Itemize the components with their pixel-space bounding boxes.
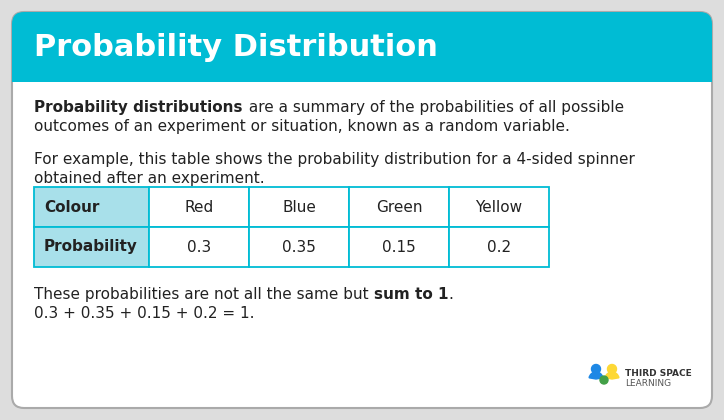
- FancyBboxPatch shape: [12, 12, 712, 82]
- Text: 0.15: 0.15: [382, 239, 416, 255]
- Text: These probabilities are not all the same but: These probabilities are not all the same…: [34, 287, 374, 302]
- Wedge shape: [605, 372, 619, 379]
- Text: outcomes of an experiment or situation, known as a random variable.: outcomes of an experiment or situation, …: [34, 119, 570, 134]
- Circle shape: [592, 365, 600, 373]
- Text: .: .: [448, 287, 453, 302]
- Text: LEARNING: LEARNING: [625, 378, 671, 388]
- Bar: [449, 227, 549, 267]
- Text: 0.3: 0.3: [187, 239, 211, 255]
- Bar: [149, 187, 249, 227]
- Text: Red: Red: [185, 200, 214, 215]
- Text: Blue: Blue: [282, 200, 316, 215]
- Wedge shape: [589, 372, 603, 379]
- Bar: [12, 69, 712, 82]
- Text: Probability Distribution: Probability Distribution: [34, 34, 438, 63]
- Text: Yellow: Yellow: [476, 200, 523, 215]
- Text: obtained after an experiment.: obtained after an experiment.: [34, 171, 265, 186]
- Bar: [349, 187, 449, 227]
- Bar: [249, 187, 349, 227]
- Bar: [34, 227, 149, 267]
- Bar: [34, 187, 149, 227]
- Text: 0.2: 0.2: [487, 239, 511, 255]
- Text: Probability distributions: Probability distributions: [34, 100, 243, 115]
- Text: For example, this table shows the probability distribution for a 4-sided spinner: For example, this table shows the probab…: [34, 152, 635, 167]
- Text: 0.3 + 0.35 + 0.15 + 0.2 = 1.: 0.3 + 0.35 + 0.15 + 0.2 = 1.: [34, 306, 255, 321]
- Circle shape: [600, 376, 608, 384]
- FancyBboxPatch shape: [12, 12, 712, 408]
- Text: Green: Green: [376, 200, 422, 215]
- Text: Colour: Colour: [44, 200, 99, 215]
- Text: sum to 1: sum to 1: [374, 287, 448, 302]
- Bar: [349, 227, 449, 267]
- Circle shape: [607, 365, 617, 373]
- Text: 0.35: 0.35: [282, 239, 316, 255]
- Text: THIRD SPACE: THIRD SPACE: [625, 370, 691, 378]
- Bar: [249, 227, 349, 267]
- Text: Probability: Probability: [44, 239, 138, 255]
- Text: are a summary of the probabilities of all possible: are a summary of the probabilities of al…: [243, 100, 623, 115]
- Bar: [149, 227, 249, 267]
- Bar: [449, 187, 549, 227]
